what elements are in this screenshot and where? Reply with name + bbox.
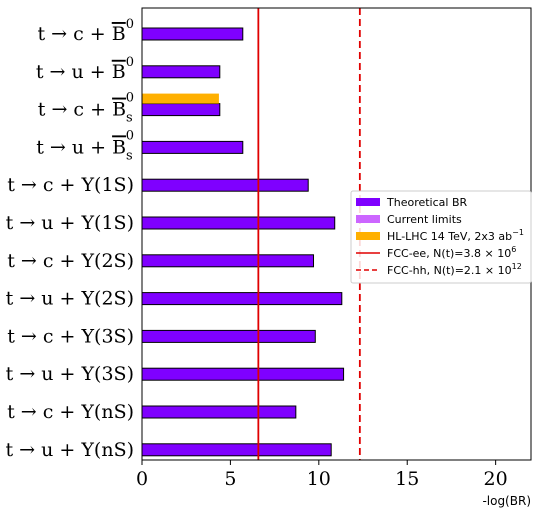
legend-entry: FCC-hh, N(t)=2.1 × 1012 <box>387 262 522 277</box>
x-tick-label: 5 <box>224 468 236 490</box>
bar <box>141 329 316 343</box>
legend-entry: HL-LHC 14 TeV, 2x3 ab−1 <box>387 228 524 243</box>
x-axis-label: -log(BR) <box>482 494 531 508</box>
bar <box>141 443 332 457</box>
reference-lines <box>257 8 361 460</box>
bar <box>141 178 309 192</box>
legend-swatch <box>356 232 380 240</box>
category-label: t → c + Bs0 <box>38 91 134 126</box>
legend-swatch <box>356 198 380 206</box>
bar <box>141 405 297 419</box>
category-label: t → u + Bs0 <box>36 128 134 163</box>
bar <box>141 216 336 230</box>
legend-box <box>350 190 532 284</box>
legend-entry: Theoretical BR <box>386 196 467 209</box>
bar <box>141 367 345 381</box>
x-tick-label: 10 <box>307 468 331 490</box>
legend-entry: FCC-ee, N(t)=3.8 × 106 <box>387 245 516 260</box>
category-label: t → c + Υ(1S) <box>7 174 134 196</box>
bars <box>141 27 345 457</box>
legend: Theoretical BR Current limits HL-LHC 14 Te… <box>350 190 532 284</box>
category-label: t → u + B0 <box>36 55 134 83</box>
legend-entry: Current limits <box>387 213 462 226</box>
category-label: t → c + Υ(2S) <box>7 250 134 272</box>
x-tick-label: 20 <box>484 468 508 490</box>
category-label: t → c + B0 <box>37 17 134 45</box>
bar <box>141 65 221 79</box>
x-axis: 0 5 10 15 20 <box>136 460 508 490</box>
bar <box>141 27 244 41</box>
bar <box>141 254 315 268</box>
bar <box>141 292 343 306</box>
category-label: t → c + Υ(nS) <box>7 401 134 423</box>
x-tick-label: 15 <box>395 468 419 490</box>
category-label: t → u + Υ(2S) <box>6 288 134 310</box>
legend-swatch <box>356 215 380 223</box>
bar <box>141 103 221 117</box>
category-label: t → u + Υ(nS) <box>6 439 135 461</box>
category-label: t → u + Υ(1S) <box>6 212 134 234</box>
x-tick-label: 0 <box>136 468 148 490</box>
category-label: t → c + Υ(3S) <box>7 325 134 347</box>
category-label: t → u + Υ(3S) <box>6 363 134 385</box>
bar <box>141 140 244 154</box>
bar <box>142 93 219 104</box>
